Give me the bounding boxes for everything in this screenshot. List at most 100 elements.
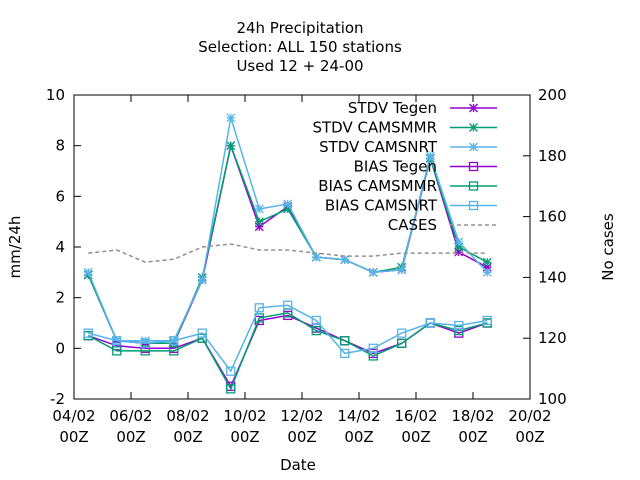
marker-stroke	[226, 141, 236, 151]
x-tick-label-date: 06/02	[109, 407, 152, 425]
data-point	[112, 346, 122, 356]
y2-tick-label: 140	[538, 268, 567, 286]
marker-stroke	[482, 267, 492, 277]
x-tick-label-date: 10/02	[223, 407, 266, 425]
marker-stroke	[469, 142, 478, 152]
y2-tick-label: 160	[538, 208, 567, 226]
y-tick-label: 4	[55, 238, 65, 256]
data-point	[83, 328, 93, 338]
chart-title-line: Used 12 + 24-00	[236, 57, 363, 75]
series-line	[88, 243, 488, 263]
marker-stroke	[283, 199, 293, 209]
x-tick-label-hour: 00Z	[116, 428, 145, 446]
y2-tick-label: 100	[538, 390, 567, 408]
data-point	[226, 384, 236, 394]
data-point	[169, 336, 179, 346]
data-point	[311, 315, 321, 326]
y-axis-label: mm/24h	[6, 216, 24, 279]
data-point	[226, 113, 236, 123]
data-point	[340, 348, 350, 359]
data-point	[140, 338, 150, 348]
data-point	[454, 237, 464, 247]
data-point	[83, 267, 93, 277]
x-tick-label-date: 12/02	[280, 407, 323, 425]
y2-axis-label: No cases	[599, 213, 617, 281]
data-point	[425, 318, 435, 328]
marker-stroke	[469, 103, 478, 113]
chart-title-line: Selection: ALL 150 stations	[198, 38, 402, 56]
data-point	[368, 343, 378, 353]
y-tick-label: 6	[55, 187, 65, 205]
marker-stroke	[197, 275, 207, 285]
data-point	[311, 252, 321, 262]
y-tick-label: 0	[55, 339, 65, 357]
data-point	[254, 204, 264, 214]
data-point	[397, 338, 407, 348]
data-point	[454, 320, 464, 331]
series-layer	[83, 113, 492, 394]
marker-stroke	[254, 204, 264, 214]
axes: 10 8 6 4 2 0 -2 200 180 160 140 120 100 04/02 00Z 06/02…	[6, 86, 617, 474]
y-tick-label: 2	[55, 289, 65, 307]
data-point	[340, 336, 350, 346]
series-line	[87, 312, 488, 391]
x-tick-label-date: 04/02	[52, 407, 95, 425]
marker-stroke	[311, 252, 321, 262]
x-tick-label-hour: 00Z	[458, 428, 487, 446]
legend-label: STDV Tegen	[348, 99, 437, 117]
legend-swatch-marker	[469, 142, 478, 152]
data-point	[254, 217, 264, 227]
data-point	[425, 151, 435, 161]
marker-stroke	[226, 113, 236, 123]
x-tick-label-date: 16/02	[394, 407, 437, 425]
legend-swatch-marker	[468, 200, 479, 211]
data-point	[482, 315, 492, 326]
legend-label: STDV CAMSMMR	[312, 119, 437, 137]
data-point	[169, 346, 179, 356]
marker-stroke	[254, 217, 264, 227]
series-cases	[88, 243, 488, 263]
marker-stroke	[454, 237, 464, 247]
legend-swatch-marker	[469, 103, 478, 113]
legend-label: BIAS CAMSMMR	[318, 177, 437, 195]
data-point	[83, 331, 93, 341]
marker-stroke	[425, 151, 435, 161]
marker-stroke	[469, 123, 478, 132]
x-tick-label-hour: 00Z	[344, 428, 373, 446]
data-point	[226, 366, 236, 376]
legend-swatch-marker	[468, 161, 479, 172]
data-point	[482, 257, 492, 267]
data-point	[83, 331, 93, 341]
marker-stroke	[368, 267, 378, 277]
x-tick-label-hour: 00Z	[515, 428, 544, 446]
y2-tick-label: 200	[538, 86, 567, 104]
data-point	[454, 325, 464, 336]
x-tick-label-date: 20/02	[508, 407, 551, 425]
legend-label: BIAS CAMSNRT	[325, 197, 438, 215]
y2-tick-label: 120	[538, 329, 567, 347]
legend-label: CASES	[388, 216, 437, 234]
x-tick-label-date: 08/02	[166, 407, 209, 425]
legend-swatch-marker	[468, 181, 479, 191]
data-point	[197, 328, 207, 338]
data-point	[397, 265, 407, 275]
x-tick-label-hour: 00Z	[59, 428, 88, 446]
data-point	[112, 336, 122, 346]
data-point	[197, 275, 207, 285]
y-tick-label: -2	[50, 390, 65, 408]
marker-stroke	[397, 265, 407, 275]
marker-stroke	[340, 255, 350, 265]
x-tick-label-hour: 00Z	[401, 428, 430, 446]
data-point	[368, 267, 378, 277]
chart-title-line: 24h Precipitation	[236, 19, 363, 37]
x-tick-label-date: 14/02	[337, 407, 380, 425]
x-tick-label-hour: 00Z	[287, 428, 316, 446]
y-tick-label: 10	[46, 86, 65, 104]
legend-swatch-marker	[469, 123, 478, 132]
series-bias-camsmmr	[83, 308, 492, 394]
y-tick-label: 8	[55, 137, 65, 155]
x-tick-label-date: 18/02	[451, 407, 494, 425]
